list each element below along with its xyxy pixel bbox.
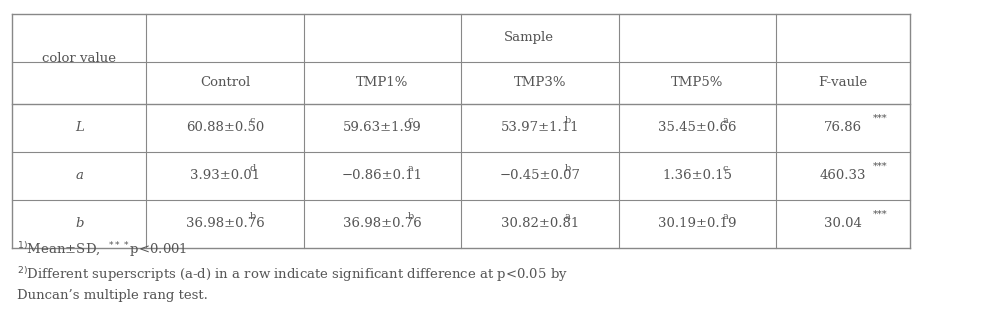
Text: $^{1)}$Mean±SD,  $^{***}$p<0.001: $^{1)}$Mean±SD, $^{***}$p<0.001 (17, 240, 187, 259)
Text: −0.45±0.07: −0.45±0.07 (499, 170, 581, 182)
Text: 53.97±1.11: 53.97±1.11 (501, 122, 579, 134)
Text: b: b (565, 116, 571, 125)
Text: L: L (75, 122, 84, 134)
Text: 1.36±0.15: 1.36±0.15 (662, 170, 732, 182)
Text: 36.98±0.76: 36.98±0.76 (343, 218, 422, 230)
Text: b: b (565, 164, 571, 173)
Text: a: a (565, 212, 571, 221)
Text: a: a (722, 212, 728, 221)
Text: b: b (407, 212, 413, 221)
Text: d: d (250, 164, 256, 173)
Text: ***: *** (873, 210, 887, 219)
Text: Sample: Sample (503, 32, 554, 44)
Text: 76.86: 76.86 (824, 122, 863, 134)
Text: a: a (722, 116, 728, 125)
Text: −0.86±0.11: −0.86±0.11 (342, 170, 423, 182)
Text: 60.88±0.50: 60.88±0.50 (186, 122, 264, 134)
Text: color value: color value (42, 52, 117, 65)
Text: Duncan’s multiple rang test.: Duncan’s multiple rang test. (17, 289, 208, 302)
Text: 30.04: 30.04 (824, 218, 863, 230)
Text: 59.63±1.99: 59.63±1.99 (343, 122, 422, 134)
Text: ***: *** (873, 114, 887, 123)
Text: 460.33: 460.33 (820, 170, 867, 182)
Text: 30.82±0.81: 30.82±0.81 (501, 218, 579, 230)
Text: 36.98±0.76: 36.98±0.76 (185, 218, 265, 230)
Text: 3.93±0.01: 3.93±0.01 (190, 170, 260, 182)
Text: c: c (250, 116, 256, 125)
Text: Control: Control (200, 77, 250, 89)
Text: a: a (76, 170, 83, 182)
Text: b: b (75, 218, 84, 230)
Text: TMP3%: TMP3% (514, 77, 566, 89)
Text: c: c (722, 164, 728, 173)
Text: 30.19±0.19: 30.19±0.19 (658, 218, 736, 230)
Text: F-vaule: F-vaule (819, 77, 868, 89)
Text: a: a (407, 164, 413, 173)
Text: b: b (250, 212, 256, 221)
Text: $^{2)}$Different superscripts (a-d) in a row indicate significant difference at : $^{2)}$Different superscripts (a-d) in a… (17, 265, 568, 284)
Text: 35.45±0.66: 35.45±0.66 (658, 122, 736, 134)
Text: c: c (407, 116, 413, 125)
Text: TMP5%: TMP5% (671, 77, 723, 89)
Text: ***: *** (873, 162, 887, 171)
Text: TMP1%: TMP1% (357, 77, 408, 89)
